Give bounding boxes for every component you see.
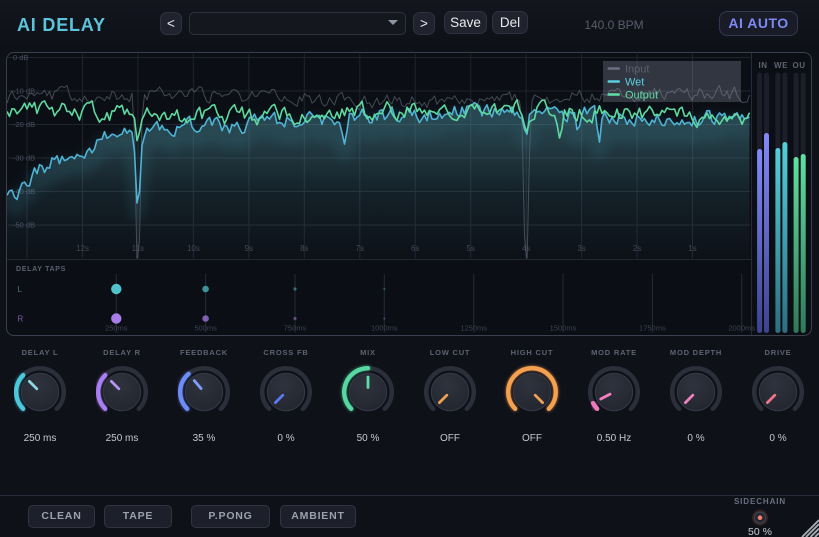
svg-text:Input: Input <box>625 64 649 76</box>
svg-text:IN: IN <box>759 61 768 70</box>
svg-text:750ms: 750ms <box>284 324 307 333</box>
svg-text:1000ms: 1000ms <box>371 324 398 333</box>
svg-text:-10 dB: -10 dB <box>13 87 35 96</box>
svg-text:DELAY TAPS: DELAY TAPS <box>16 266 66 273</box>
svg-text:OU: OU <box>793 61 806 70</box>
svg-text:500ms: 500ms <box>194 324 217 333</box>
svg-text:1250ms: 1250ms <box>460 324 487 333</box>
svg-text:-20 dB: -20 dB <box>13 120 35 129</box>
svg-text:-30 dB: -30 dB <box>13 154 35 163</box>
svg-text:0 dB: 0 dB <box>13 53 28 62</box>
svg-text:1750ms: 1750ms <box>639 324 666 333</box>
svg-text:Output: Output <box>625 90 658 102</box>
svg-text:250ms: 250ms <box>105 324 128 333</box>
svg-text:R: R <box>18 315 24 324</box>
svg-text:2000ms: 2000ms <box>728 324 755 333</box>
svg-text:1500ms: 1500ms <box>550 324 577 333</box>
svg-text:L: L <box>18 285 23 294</box>
svg-text:Wet: Wet <box>625 77 644 89</box>
svg-text:WE: WE <box>774 61 788 70</box>
